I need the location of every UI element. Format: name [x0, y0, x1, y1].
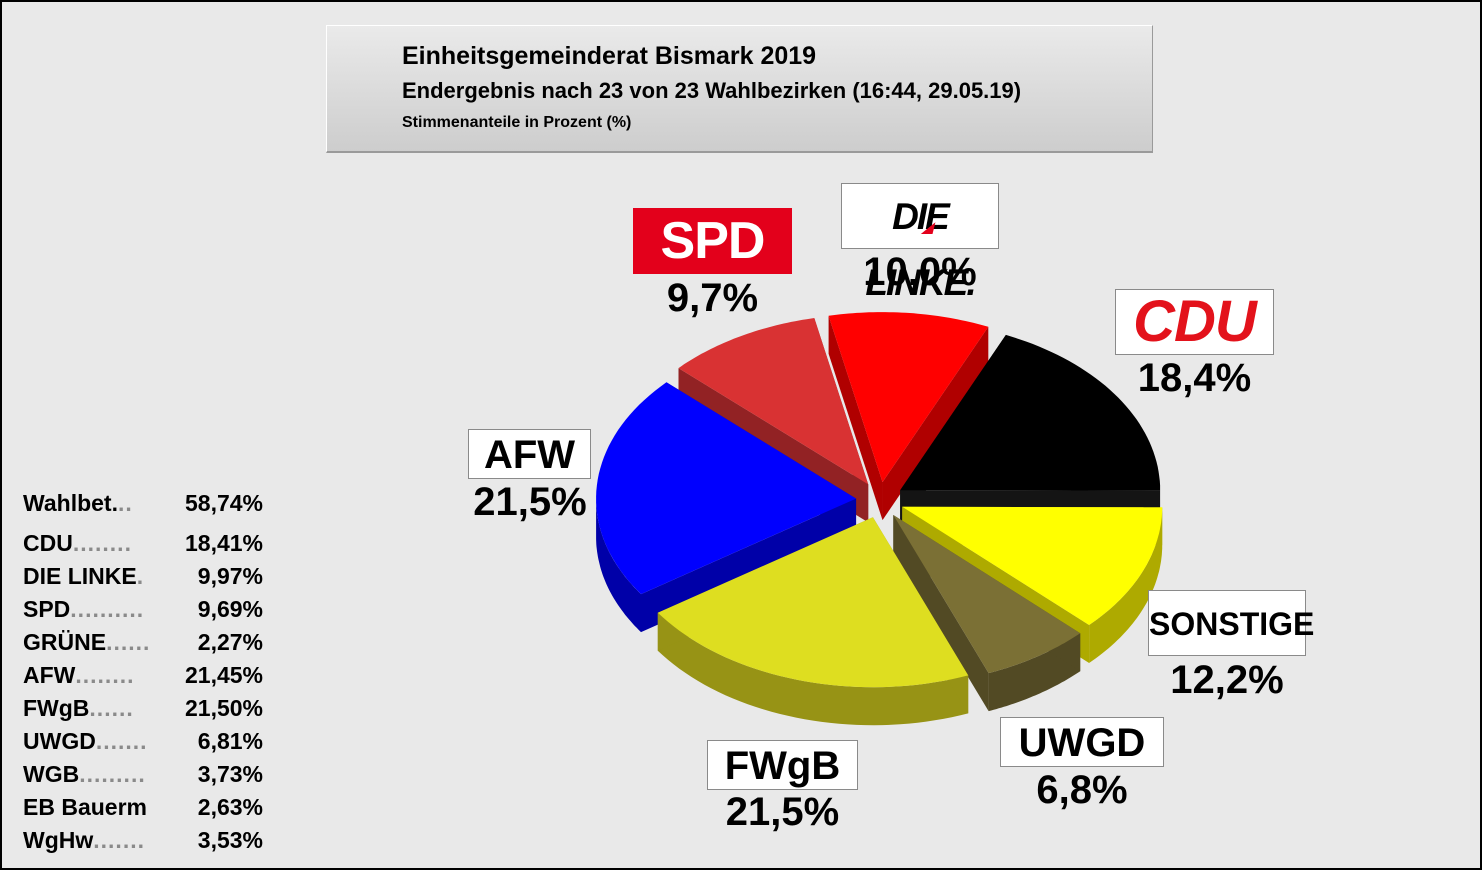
dot-leader: .......: [95, 728, 148, 754]
result-row: WgHw....... 3,53%: [23, 825, 263, 858]
sonstige-label: SONSTIGE: [1148, 590, 1314, 656]
pie-slice-top-uwgd: [893, 514, 1081, 674]
chart-subtitle: Endergebnis nach 23 von 23 Wahlbezirken …: [402, 78, 1022, 103]
result-row: DIE LINKE. 9,97%: [23, 561, 263, 594]
result-row: SPD.......... 9,69%: [23, 594, 263, 627]
party-name: SPD: [23, 596, 71, 622]
pie-slice-uwgd: [893, 514, 1081, 712]
dot-leader: ........: [75, 662, 135, 688]
party-name: CDU: [23, 530, 73, 556]
cdu-logo-label: CDU: [1115, 289, 1274, 355]
spd-percent-label: 9,7%: [666, 276, 759, 320]
pie-slice-top-sonstige: [902, 506, 1163, 625]
pie-slice-side-fwgb: [657, 612, 969, 726]
party-percent: 21,50%: [184, 695, 263, 721]
party-percent: 3,53%: [197, 827, 263, 853]
pie-slice-side-sonstige: [1089, 507, 1163, 663]
results-table: Wahlbet... 58,74% CDU........ 18,41% DIE L…: [23, 488, 263, 858]
pie-slice-top-fwgb: [657, 517, 969, 688]
dot-leader: .........: [79, 761, 146, 787]
party-percent: 21,45%: [184, 662, 263, 688]
result-row: UWGD....... 6,81%: [23, 726, 263, 759]
dot-leader: ..........: [70, 596, 145, 622]
pie-slice-wall-uwgd: [893, 514, 989, 712]
result-row: GRÜNE...... 2,27%: [23, 627, 263, 660]
pie-slice-top-cdu: [900, 334, 1161, 491]
dot-leader: ......: [106, 629, 151, 655]
linke-logo-triangle-icon: ◢: [922, 219, 933, 235]
fwgb-label: FWgB: [707, 740, 858, 790]
pie-slice-wall-linke: [828, 315, 883, 521]
party-percent: 9,97%: [197, 563, 263, 589]
pie-slice-top-spd: [678, 318, 869, 485]
result-row: EB Bauerm 2,63%: [23, 792, 263, 825]
dot-leader: .: [136, 563, 145, 589]
turnout-value: 58,74%: [184, 490, 263, 516]
sonstige-percent-label: 12,2%: [1170, 658, 1284, 702]
pie-slice-side-afw: [596, 498, 641, 633]
pie-slice-wall-linke: [882, 326, 989, 521]
afw-percent-label: 21,5%: [473, 480, 587, 524]
party-name: UWGD: [23, 728, 96, 754]
afw-label: AFW: [468, 429, 591, 479]
turnout-label: Wahlbet.: [23, 490, 118, 516]
party-percent: 2,63%: [197, 794, 263, 820]
linke-logo-label: DIE LINKE. ◢: [841, 183, 999, 303]
dot-leader: ........: [72, 530, 132, 556]
party-name: EB Bauerm: [23, 794, 147, 820]
party-percent: 9,69%: [197, 596, 263, 622]
party-name: FWgB: [23, 695, 90, 721]
spd-logo-label: SPD: [633, 208, 792, 274]
party-percent: 2,27%: [197, 629, 263, 655]
result-row: FWgB...... 21,50%: [23, 693, 263, 726]
cdu-percent-label: 18,4%: [1137, 356, 1252, 400]
uwgd-percent-label: 6,8%: [1036, 768, 1128, 812]
uwgd-label: UWGD: [1000, 717, 1164, 767]
party-name: WgHw: [23, 827, 94, 853]
result-row: AFW........ 21,45%: [23, 660, 263, 693]
dot-leader: ......: [89, 695, 134, 721]
party-percent: 6,81%: [197, 728, 263, 754]
result-row: CDU........ 18,41%: [23, 528, 263, 561]
pie-slice-top-afw: [596, 382, 857, 595]
party-name: WGB: [23, 761, 80, 787]
linke-percent-label: 10,0%: [863, 250, 977, 294]
party-name: GRÜNE: [23, 629, 107, 655]
linke-logo-text: DIE LINKE.: [865, 196, 976, 303]
chart-title: Einheitsgemeinderat Bismark 2019: [402, 42, 817, 70]
party-name: AFW: [23, 662, 76, 688]
party-name: DIE LINKE: [23, 563, 137, 589]
pie-slice-top-linke: [828, 312, 989, 483]
party-percent: 18,41%: [184, 530, 263, 556]
result-row: WGB......... 3,73%: [23, 759, 263, 792]
pie-slice-linke: [828, 312, 989, 521]
title-panel: Einheitsgemeinderat Bismark 2019 Enderge…: [326, 25, 1153, 153]
chart-unit-note: Stimmenanteile in Prozent (%): [402, 114, 632, 131]
dot-leader: ..: [117, 490, 133, 516]
dot-leader: .......: [93, 827, 145, 853]
fwgb-percent-label: 21,5%: [725, 790, 840, 834]
pie-slice-fwgb: [657, 517, 969, 726]
party-percent: 3,73%: [197, 761, 263, 787]
turnout-row: Wahlbet... 58,74%: [23, 488, 263, 521]
